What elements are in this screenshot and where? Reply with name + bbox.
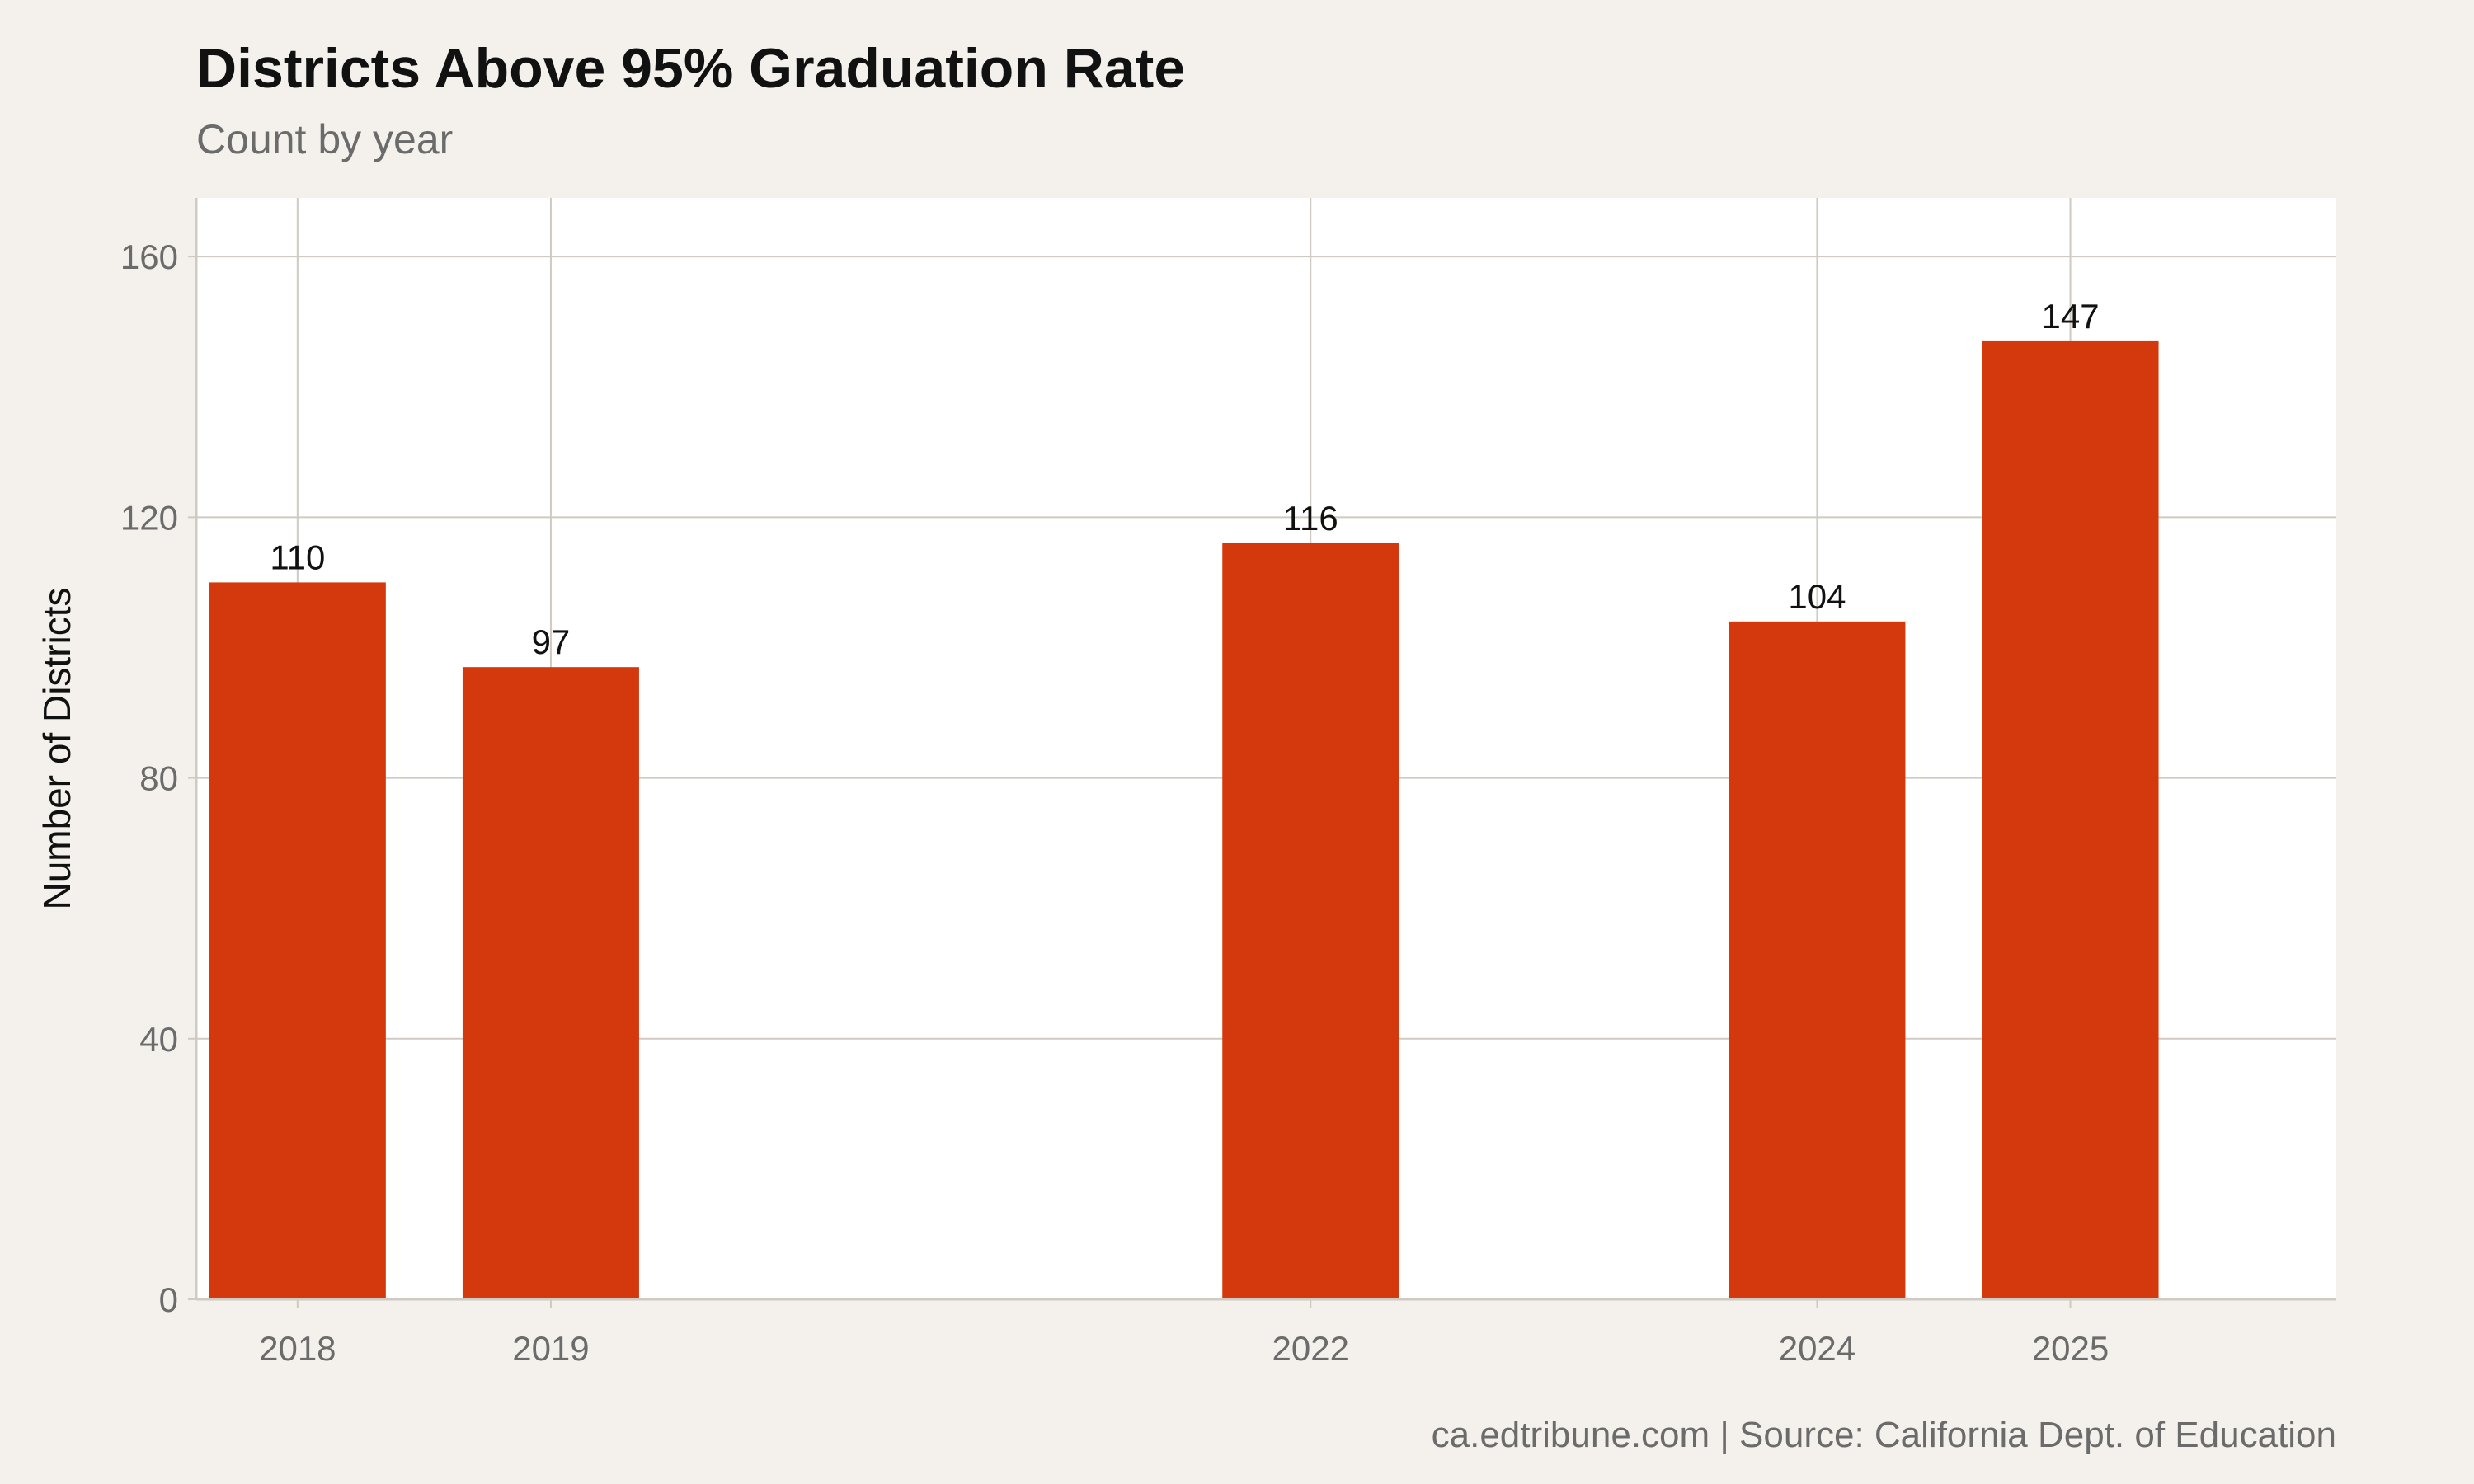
y-tick-label: 160	[120, 237, 178, 276]
bar-2019	[462, 667, 639, 1299]
x-tick-label: 2018	[259, 1329, 336, 1368]
axes: 0 40 80 120 160 2018 2019 2022 2024 2025	[120, 198, 2336, 1368]
data-labels: 110 97 116 104 147	[270, 297, 2099, 661]
bar-2025	[1982, 340, 2159, 1300]
bar-2024	[1729, 621, 1906, 1299]
x-tick-label: 2025	[2032, 1329, 2109, 1368]
y-tick-label: 0	[159, 1280, 178, 1319]
bar-value-label-2019: 97	[532, 622, 571, 661]
x-tick-label: 2024	[1779, 1329, 1856, 1368]
chart-subtitle: Count by year	[196, 116, 454, 162]
y-tick-label: 120	[120, 498, 178, 537]
chart-caption: ca.edtribune.com | Source: California De…	[1431, 1415, 2336, 1455]
bar-value-label-2024: 104	[1788, 577, 1846, 616]
bars	[209, 340, 2159, 1300]
chart-title: Districts Above 95% Graduation Rate	[196, 37, 1186, 100]
bar-2018	[209, 582, 386, 1299]
y-tick-label: 80	[139, 759, 178, 798]
bar-2022	[1222, 542, 1399, 1299]
bar-value-label-2018: 110	[270, 538, 325, 576]
bar-value-label-2025: 147	[2042, 297, 2100, 336]
bar-value-label-2022: 116	[1283, 499, 1338, 538]
x-tick-label: 2019	[512, 1329, 589, 1368]
x-tick-label: 2022	[1272, 1329, 1349, 1368]
y-tick-label: 40	[139, 1020, 178, 1059]
y-axis-title: Number of Districts	[35, 587, 78, 909]
